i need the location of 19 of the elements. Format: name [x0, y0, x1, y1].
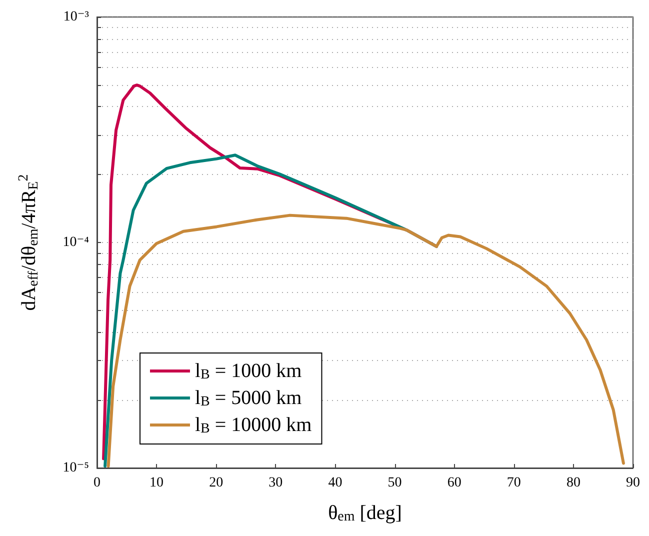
y-tick-label: 10⁻⁵	[62, 460, 90, 476]
x-tick-label: 40	[328, 476, 342, 490]
y-tick-label: 10⁻⁴	[62, 235, 90, 250]
x-tick-label: 30	[268, 476, 283, 490]
x-axis-title: θem [deg]	[328, 502, 402, 524]
y-axis-title: dAeff/dθem/4πRE2	[16, 174, 42, 311]
line-series	[106, 214, 625, 468]
x-tick-label: 70	[506, 476, 521, 490]
legend-label: lB = 1000 km	[195, 360, 302, 382]
legend-label: lB = 10000 km	[195, 414, 312, 436]
x-tick-label: 60	[447, 476, 462, 490]
x-tick-label: 80	[566, 476, 580, 490]
x-tick-label: 10	[150, 476, 164, 490]
x-tick-label: 90	[626, 476, 640, 490]
x-tick-label: 20	[209, 476, 224, 490]
legend-label: lB = 5000 km	[195, 387, 302, 410]
x-tick-label: 0	[94, 476, 100, 490]
y-tick-label: 10⁻³	[63, 10, 89, 24]
x-tick-label: 50	[388, 476, 402, 490]
